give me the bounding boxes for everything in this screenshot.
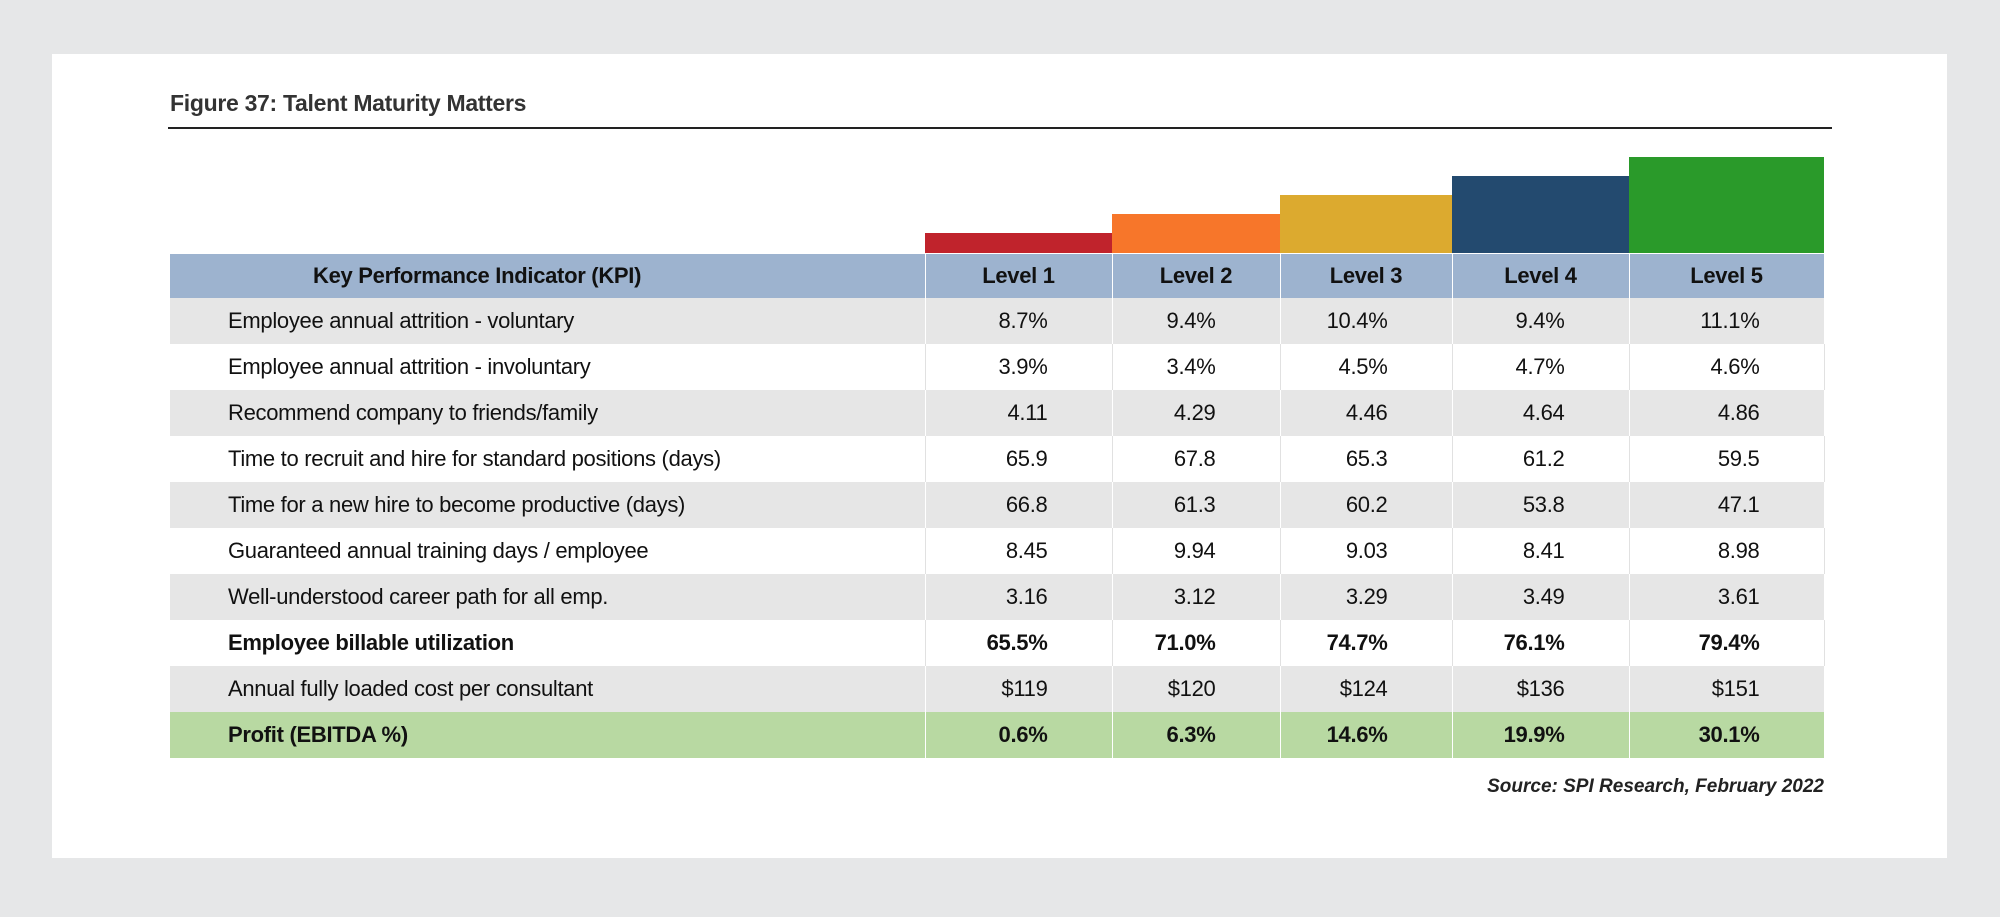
- table-row: Employee annual attrition - voluntary 8.…: [170, 298, 1825, 344]
- figure-title: Figure 37: Talent Maturity Matters: [170, 90, 527, 116]
- table-row: Annual fully loaded cost per consultant …: [170, 666, 1825, 712]
- level-1-value: 66.8: [925, 482, 1113, 528]
- level-4-value: 9.4%: [1452, 298, 1630, 344]
- table-row: Time for a new hire to become productive…: [170, 482, 1825, 528]
- kpi-table: Key Performance Indicator (KPI) Level 1 …: [170, 254, 1825, 758]
- level-5-value: 79.4%: [1629, 620, 1825, 666]
- level-3-header: Level 3: [1280, 254, 1453, 298]
- level-3-value: 4.5%: [1280, 344, 1453, 390]
- level-4-value: 53.8: [1452, 482, 1630, 528]
- level-2-value: 9.94: [1112, 528, 1281, 574]
- level-1-value: 4.11: [925, 390, 1113, 436]
- kpi-label: Well-understood career path for all emp.: [170, 574, 926, 620]
- level-4-value: 3.49: [1452, 574, 1630, 620]
- level-4-value: 4.7%: [1452, 344, 1630, 390]
- table-row: Time to recruit and hire for standard po…: [170, 436, 1825, 482]
- kpi-label: Employee annual attrition - voluntary: [170, 298, 926, 344]
- table-row-profit: Profit (EBITDA %) 0.6% 6.3% 14.6% 19.9% …: [170, 712, 1825, 758]
- level-3-bar: [1280, 195, 1452, 253]
- level-5-value: 11.1%: [1629, 298, 1825, 344]
- level-2-value: $120: [1112, 666, 1281, 712]
- level-4-value: 8.41: [1452, 528, 1630, 574]
- level-2-value: 4.29: [1112, 390, 1281, 436]
- level-5-value: 30.1%: [1629, 712, 1825, 758]
- level-4-value: 61.2: [1452, 436, 1630, 482]
- kpi-label: Employee annual attrition - involuntary: [170, 344, 926, 390]
- table-row: Guaranteed annual training days / employ…: [170, 528, 1825, 574]
- level-3-value: $124: [1280, 666, 1453, 712]
- level-3-value: 10.4%: [1280, 298, 1453, 344]
- table-row: Well-understood career path for all emp.…: [170, 574, 1825, 620]
- level-2-value: 3.4%: [1112, 344, 1281, 390]
- level-5-value: $151: [1629, 666, 1825, 712]
- kpi-label: Annual fully loaded cost per consultant: [170, 666, 926, 712]
- level-3-value: 3.29: [1280, 574, 1453, 620]
- table-row: Employee billable utilization 65.5% 71.0…: [170, 620, 1825, 666]
- level-2-value: 9.4%: [1112, 298, 1281, 344]
- level-3-value: 74.7%: [1280, 620, 1453, 666]
- level-2-value: 61.3: [1112, 482, 1281, 528]
- level-5-value: 8.98: [1629, 528, 1825, 574]
- level-1-value: 65.5%: [925, 620, 1113, 666]
- level-4-header: Level 4: [1452, 254, 1630, 298]
- kpi-label: Profit (EBITDA %): [170, 712, 926, 758]
- figure-page: Figure 37: Talent Maturity Matters Key P…: [52, 54, 1947, 858]
- level-5-value: 47.1: [1629, 482, 1825, 528]
- level-2-value: 67.8: [1112, 436, 1281, 482]
- level-4-value: 19.9%: [1452, 712, 1630, 758]
- level-2-bar: [1112, 214, 1280, 253]
- level-5-value: 4.6%: [1629, 344, 1825, 390]
- level-4-value: 76.1%: [1452, 620, 1630, 666]
- level-2-value: 3.12: [1112, 574, 1281, 620]
- level-3-value: 9.03: [1280, 528, 1453, 574]
- level-4-bar: [1452, 176, 1629, 253]
- level-2-value: 6.3%: [1112, 712, 1281, 758]
- level-5-value: 3.61: [1629, 574, 1825, 620]
- level-3-value: 60.2: [1280, 482, 1453, 528]
- level-3-value: 14.6%: [1280, 712, 1453, 758]
- level-1-value: 3.9%: [925, 344, 1113, 390]
- kpi-label: Time for a new hire to become productive…: [170, 482, 926, 528]
- level-1-bar: [925, 233, 1112, 253]
- level-1-value: $119: [925, 666, 1113, 712]
- kpi-label: Guaranteed annual training days / employ…: [170, 528, 926, 574]
- level-1-header: Level 1: [925, 254, 1113, 298]
- level-1-value: 65.9: [925, 436, 1113, 482]
- level-2-header: Level 2: [1112, 254, 1281, 298]
- level-1-value: 3.16: [925, 574, 1113, 620]
- level-3-value: 4.46: [1280, 390, 1453, 436]
- level-5-value: 4.86: [1629, 390, 1825, 436]
- table-row: Recommend company to friends/family 4.11…: [170, 390, 1825, 436]
- source-note: Source: SPI Research, February 2022: [1487, 776, 1824, 797]
- level-1-value: 8.45: [925, 528, 1113, 574]
- level-5-bar: [1629, 157, 1824, 253]
- title-divider: [168, 127, 1832, 129]
- table-header-row: Key Performance Indicator (KPI) Level 1 …: [170, 254, 1825, 298]
- kpi-label: Employee billable utilization: [170, 620, 926, 666]
- level-5-header: Level 5: [1629, 254, 1825, 298]
- level-1-value: 0.6%: [925, 712, 1113, 758]
- level-1-value: 8.7%: [925, 298, 1113, 344]
- level-3-value: 65.3: [1280, 436, 1453, 482]
- level-5-value: 59.5: [1629, 436, 1825, 482]
- level-4-value: $136: [1452, 666, 1630, 712]
- kpi-column-header: Key Performance Indicator (KPI): [170, 254, 926, 298]
- level-4-value: 4.64: [1452, 390, 1630, 436]
- kpi-label: Recommend company to friends/family: [170, 390, 926, 436]
- table-row: Employee annual attrition - involuntary …: [170, 344, 1825, 390]
- level-2-value: 71.0%: [1112, 620, 1281, 666]
- kpi-label: Time to recruit and hire for standard po…: [170, 436, 926, 482]
